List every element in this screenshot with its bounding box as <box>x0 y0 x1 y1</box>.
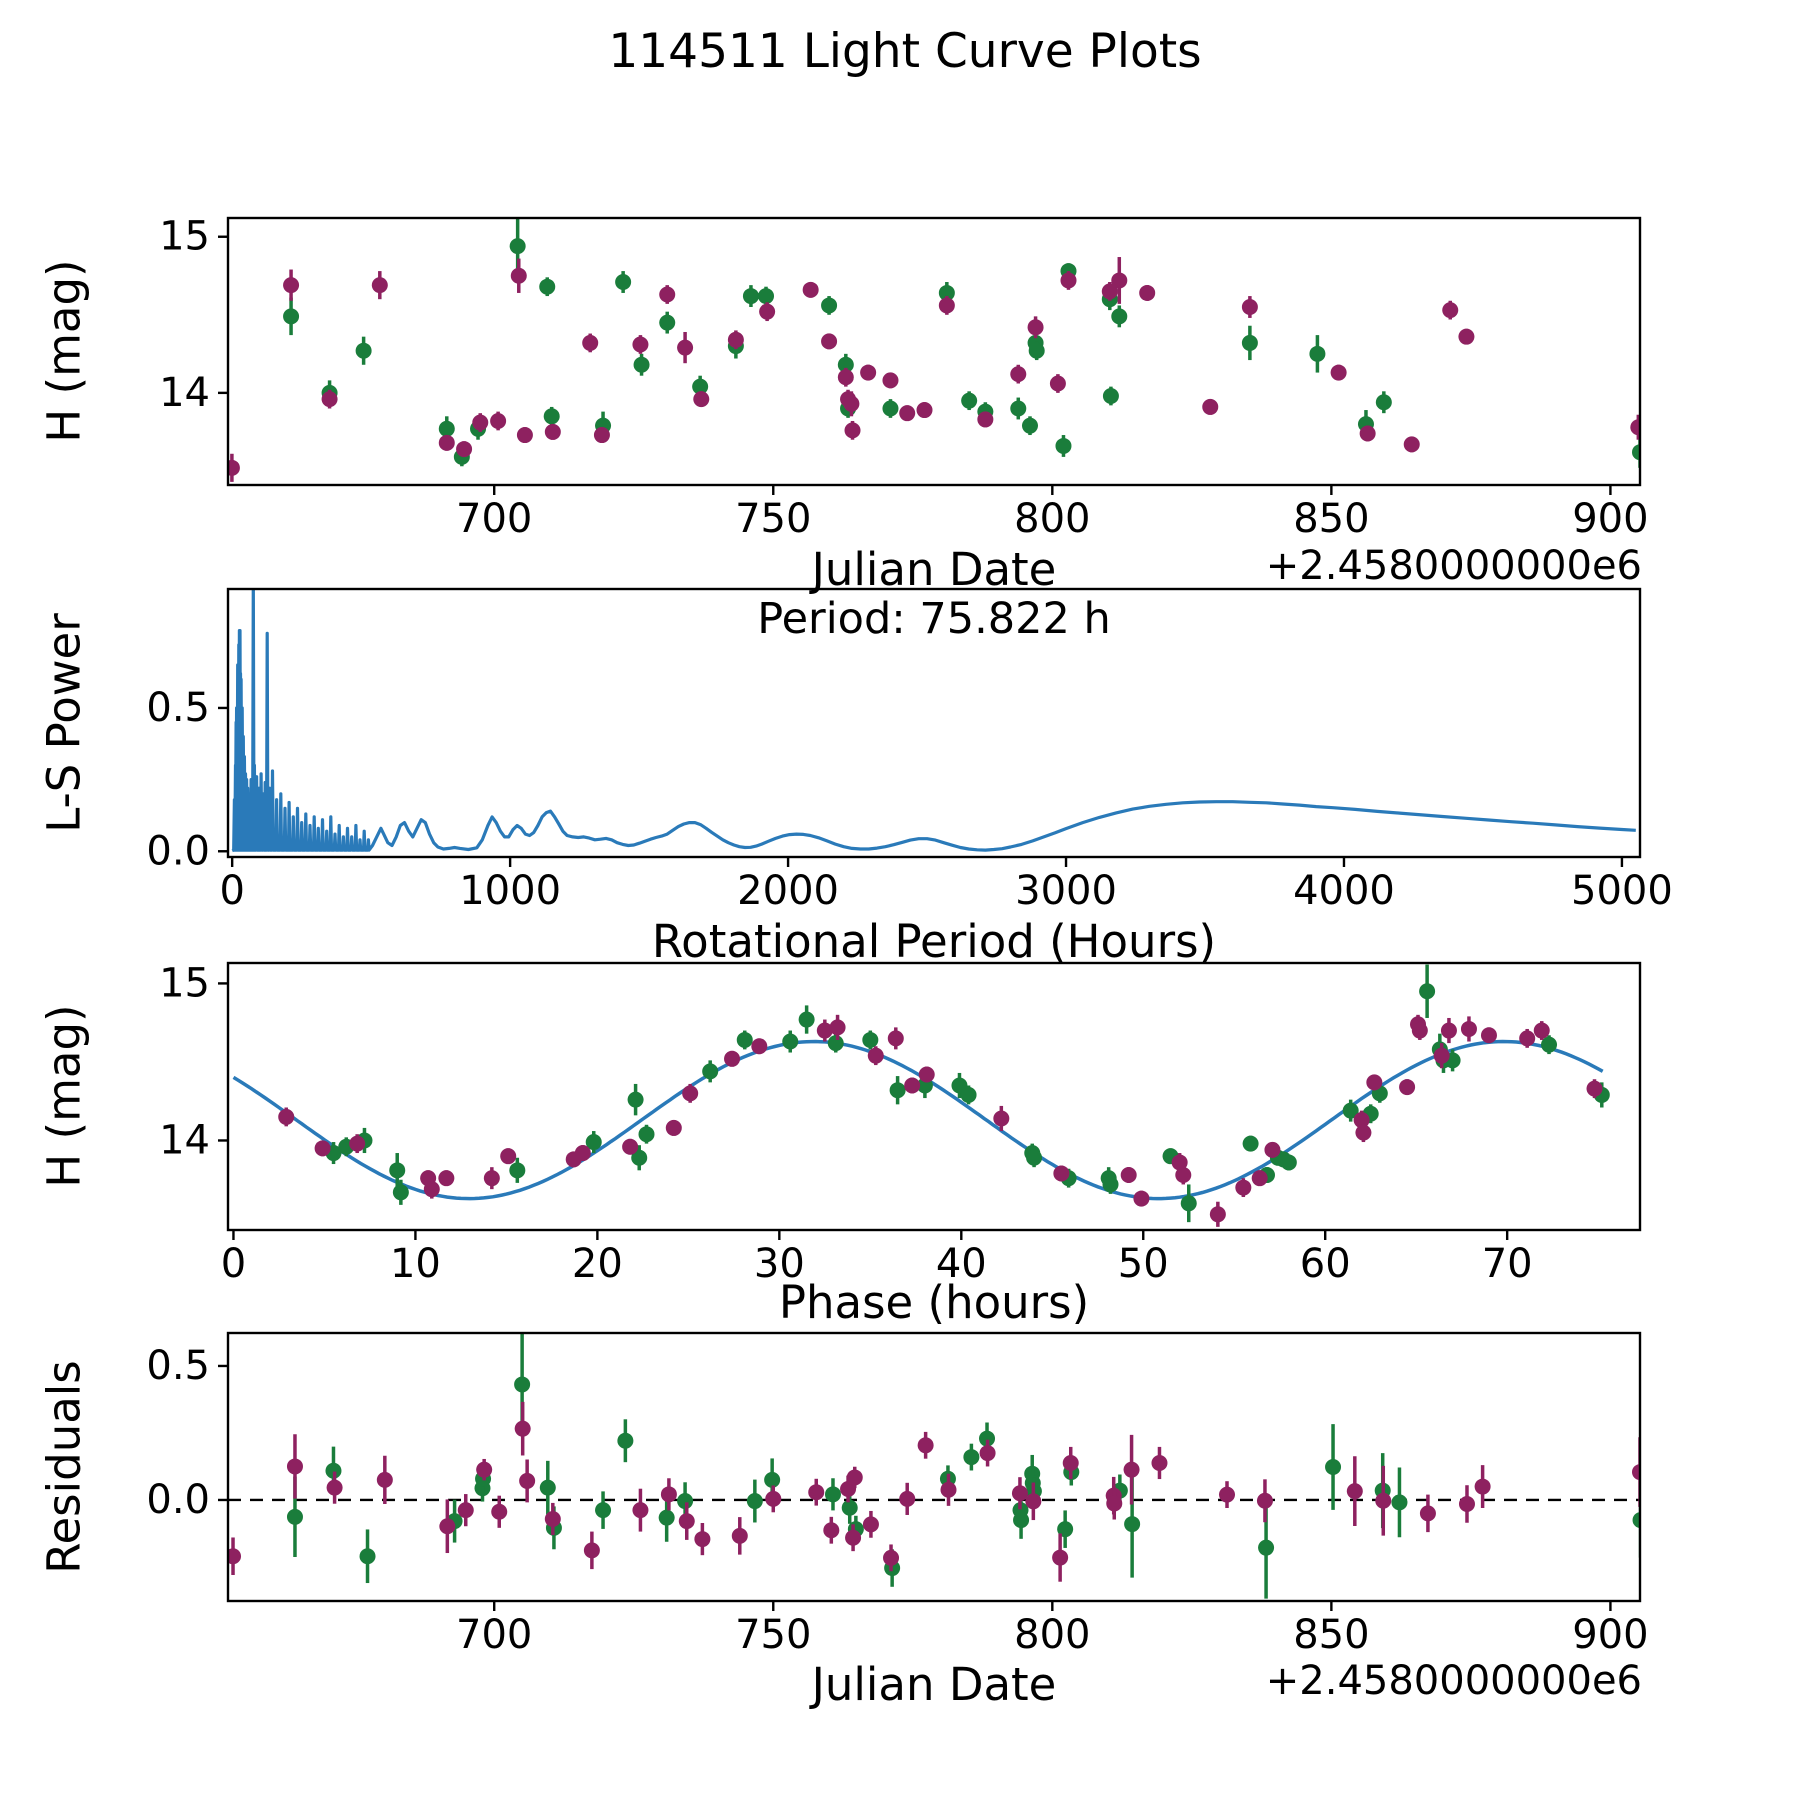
ylabel-residuals: Residuals <box>37 1360 91 1574</box>
xlabel-julian-date-top: Julian Date <box>811 543 1057 596</box>
y-tick-label: 15 <box>159 960 210 1006</box>
x-tick-label: 10 <box>390 1241 441 1287</box>
y-tick-label: 14 <box>159 1117 210 1163</box>
residuals-purple-series <box>228 1401 1640 1582</box>
figure-title: 114511 Light Curve Plots <box>608 24 1202 79</box>
x-tick-label: 40 <box>936 1241 987 1287</box>
jd_lightcurve-purple-series <box>228 257 1640 482</box>
x-tick-label: 0 <box>221 1241 246 1287</box>
x-tick-label: 700 <box>456 496 532 542</box>
x-tick-label: 30 <box>754 1241 805 1287</box>
plot-periodogram: 0 1000 2000 3000 4000 5000 0.0 0.5 <box>146 587 1673 914</box>
y-tick-label: 0.0 <box>146 828 210 874</box>
phased_lightcurve-green-series <box>325 964 1610 1223</box>
axes-spines <box>226 1331 1642 1603</box>
x-tick-label: 2000 <box>737 868 839 914</box>
x-tick-label: 1000 <box>459 868 561 914</box>
x-tick-label: 20 <box>572 1241 623 1287</box>
ylabel-h-mag-phased: H (mag) <box>37 1004 91 1188</box>
y-tick-label: 0.0 <box>146 1477 210 1523</box>
plot-phased_lightcurve: 0 10 20 30 40 50 60 70 14 15 <box>159 960 1642 1287</box>
x-tick-label: 750 <box>735 1612 811 1658</box>
jd-axis-offset-bottom: +2.4580000000e6 <box>1265 1658 1642 1704</box>
ylabel-h-mag-top: H (mag) <box>37 259 91 443</box>
jd-axis-offset-top: +2.4580000000e6 <box>1265 543 1642 589</box>
x-tick-label: 4000 <box>1293 868 1395 914</box>
axes-spines <box>226 587 1642 859</box>
period-annotation: Period: 75.822 h <box>757 594 1111 644</box>
y-tick-label: 14 <box>159 370 210 416</box>
x-tick-label: 800 <box>1014 1612 1090 1658</box>
phased_lightcurve-purple-series <box>278 1014 1603 1227</box>
x-tick-label: 700 <box>456 1612 532 1658</box>
x-tick-label: 750 <box>735 496 811 542</box>
x-tick-label: 60 <box>1300 1241 1351 1287</box>
axes-spines <box>226 961 1642 1232</box>
axes-spines <box>226 216 1642 487</box>
x-tick-label: 0 <box>219 868 244 914</box>
x-tick-label: 850 <box>1293 496 1369 542</box>
y-tick-label: 0.5 <box>146 1343 210 1389</box>
x-tick-label: 70 <box>1482 1241 1533 1287</box>
sinusoid-fit-curve <box>232 1039 1604 1201</box>
xlabel-rotational-period: Rotational Period (Hours) <box>651 915 1217 968</box>
ylabel-ls-power: L-S Power <box>37 613 91 833</box>
x-tick-label: 50 <box>1118 1241 1169 1287</box>
x-tick-label: 900 <box>1572 1612 1648 1658</box>
y-tick-label: 15 <box>159 214 210 260</box>
plot-residuals: 700 750 800 850 900 0.0 0.5 <box>146 1331 1649 1658</box>
x-tick-label: 800 <box>1014 496 1090 542</box>
xlabel-julian-date-bottom: Julian Date <box>811 1658 1057 1711</box>
jd_lightcurve-green-series <box>283 218 1640 468</box>
periodogram-curve <box>231 589 1636 853</box>
x-tick-label: 5000 <box>1571 868 1673 914</box>
x-tick-label: 3000 <box>1015 868 1117 914</box>
xlabel-phase-hours: Phase (hours) <box>778 1276 1090 1329</box>
plot-jd_lightcurve: 700 750 800 850 900 14 15 <box>159 214 1649 542</box>
x-tick-label: 900 <box>1572 496 1648 542</box>
y-tick-label: 0.5 <box>146 685 210 731</box>
x-tick-label: 850 <box>1293 1612 1369 1658</box>
